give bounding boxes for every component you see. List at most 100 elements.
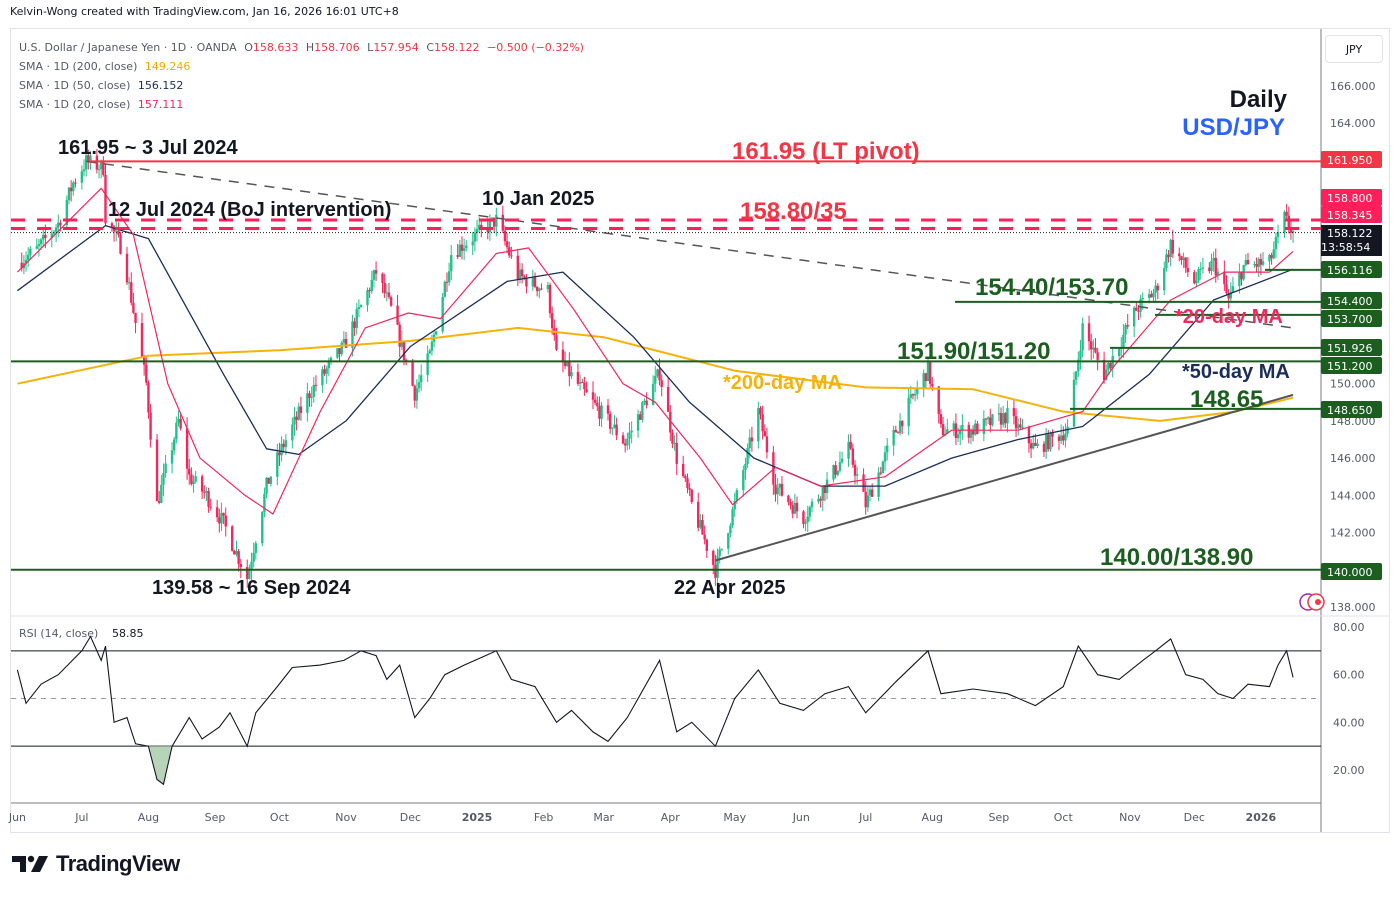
- candle-body: [742, 470, 745, 491]
- candle-body: [926, 360, 930, 382]
- candle-body: [701, 520, 704, 535]
- candle-body: [913, 393, 917, 396]
- last-price-badge: [1321, 225, 1382, 256]
- rsi-tick-label: 20.00: [1333, 764, 1365, 777]
- candle-body: [613, 424, 616, 428]
- open-label: O: [244, 41, 253, 54]
- candle-body: [658, 369, 661, 381]
- candle-body: [1178, 253, 1181, 257]
- candle-body: [651, 383, 655, 406]
- candle-body: [1197, 269, 1200, 281]
- candle-body: [1182, 257, 1185, 260]
- price-label-badge-156.116: [1321, 261, 1382, 278]
- candle-body: [20, 262, 23, 269]
- time-tick-label: Aug: [138, 811, 159, 824]
- candle-body: [1186, 267, 1190, 273]
- candle-body: [447, 271, 451, 283]
- chart-frame: [10, 28, 1390, 833]
- candle-body: [583, 382, 586, 390]
- price-label-text: 156.116: [1327, 264, 1373, 277]
- candle-body: [907, 397, 910, 427]
- price-label-text: 154.400: [1327, 295, 1373, 308]
- candle-body: [1270, 254, 1273, 259]
- time-tick-label: Oct: [270, 811, 290, 824]
- sma50-label: SMA · 1D (50, close): [19, 79, 131, 92]
- candle-body: [233, 550, 236, 555]
- candle-body: [1064, 433, 1067, 441]
- tradingview-logo[interactable]: TradingView: [12, 851, 180, 877]
- candle-body: [69, 187, 73, 192]
- candle-body: [611, 427, 614, 429]
- candle-body: [230, 526, 234, 551]
- candle-body: [276, 452, 279, 477]
- candle-body: [776, 487, 779, 495]
- high-value: 158.706: [314, 41, 360, 54]
- candle-body: [855, 474, 859, 476]
- currency-button[interactable]: JPY: [1325, 35, 1383, 63]
- candle-body: [1261, 261, 1265, 265]
- candle-body: [1244, 260, 1248, 265]
- candle-body: [42, 234, 45, 240]
- candle-body: [1291, 231, 1295, 233]
- candle-body: [1180, 256, 1183, 260]
- candle-body: [952, 423, 955, 430]
- candle-body: [501, 214, 504, 231]
- candle-body: [989, 417, 992, 426]
- candle-body: [102, 160, 105, 175]
- candle-body: [155, 439, 159, 502]
- candle-body: [269, 476, 273, 484]
- candle-body: [566, 361, 569, 366]
- candle-body: [355, 309, 358, 328]
- candle-body: [593, 399, 597, 403]
- candle-body: [969, 429, 973, 438]
- time-tick-label: Nov: [1119, 811, 1141, 824]
- candle-body: [465, 245, 468, 249]
- candle-body: [357, 307, 361, 310]
- candle-body: [1272, 249, 1275, 259]
- candle-body: [145, 364, 148, 383]
- candle-body: [641, 402, 644, 420]
- candle-body: [1016, 424, 1020, 429]
- candle-body: [870, 489, 874, 497]
- sma200-legend-row[interactable]: SMA · 1D (200, close) 149.246: [19, 57, 584, 76]
- sma50-legend-row[interactable]: SMA · 1D (50, close) 156.152: [19, 76, 584, 95]
- price-label-badge-161.950: [1321, 151, 1382, 168]
- candle-body: [475, 228, 479, 233]
- candle-body: [703, 534, 706, 540]
- candle-body: [851, 448, 855, 465]
- descending-resistance-trendline[interactable]: [86, 160, 1294, 329]
- candle-body: [626, 438, 629, 446]
- time-tick-label: Jun: [8, 811, 26, 824]
- candle-body: [630, 430, 633, 433]
- candle-body: [628, 432, 631, 439]
- candle-body: [669, 411, 672, 433]
- candle-body: [1259, 259, 1263, 265]
- candle-body: [1062, 435, 1065, 441]
- candle-body: [793, 502, 797, 514]
- chart-annotation: 22 Apr 2025: [674, 577, 786, 599]
- candle-body: [385, 292, 389, 294]
- tradingview-logo-text: TradingView: [56, 851, 180, 876]
- candle-body: [568, 361, 571, 377]
- symbol-legend-row[interactable]: U.S. Dollar / Japanese Yen · 1D · OANDA …: [19, 38, 584, 57]
- candle-body: [1165, 254, 1168, 269]
- candle-body: [832, 465, 835, 480]
- candle-body: [735, 490, 739, 502]
- candle-body: [1167, 254, 1170, 258]
- ascending-support-trendline[interactable]: [715, 393, 1294, 562]
- candle-body: [1079, 350, 1082, 360]
- candle-body: [1051, 432, 1054, 437]
- candle-body: [538, 288, 541, 292]
- candle-body: [381, 273, 384, 283]
- candle-body: [1246, 260, 1250, 265]
- sma20-legend-row[interactable]: SMA · 1D (20, close) 157.111: [19, 95, 584, 114]
- candle-body: [252, 552, 255, 562]
- candle-body: [772, 452, 775, 485]
- candle-body: [666, 386, 670, 412]
- candle-body: [924, 373, 928, 382]
- candle-body: [162, 473, 165, 485]
- candle-body: [748, 437, 751, 449]
- candle-body: [1227, 293, 1230, 299]
- close-value: 158.122: [434, 41, 480, 54]
